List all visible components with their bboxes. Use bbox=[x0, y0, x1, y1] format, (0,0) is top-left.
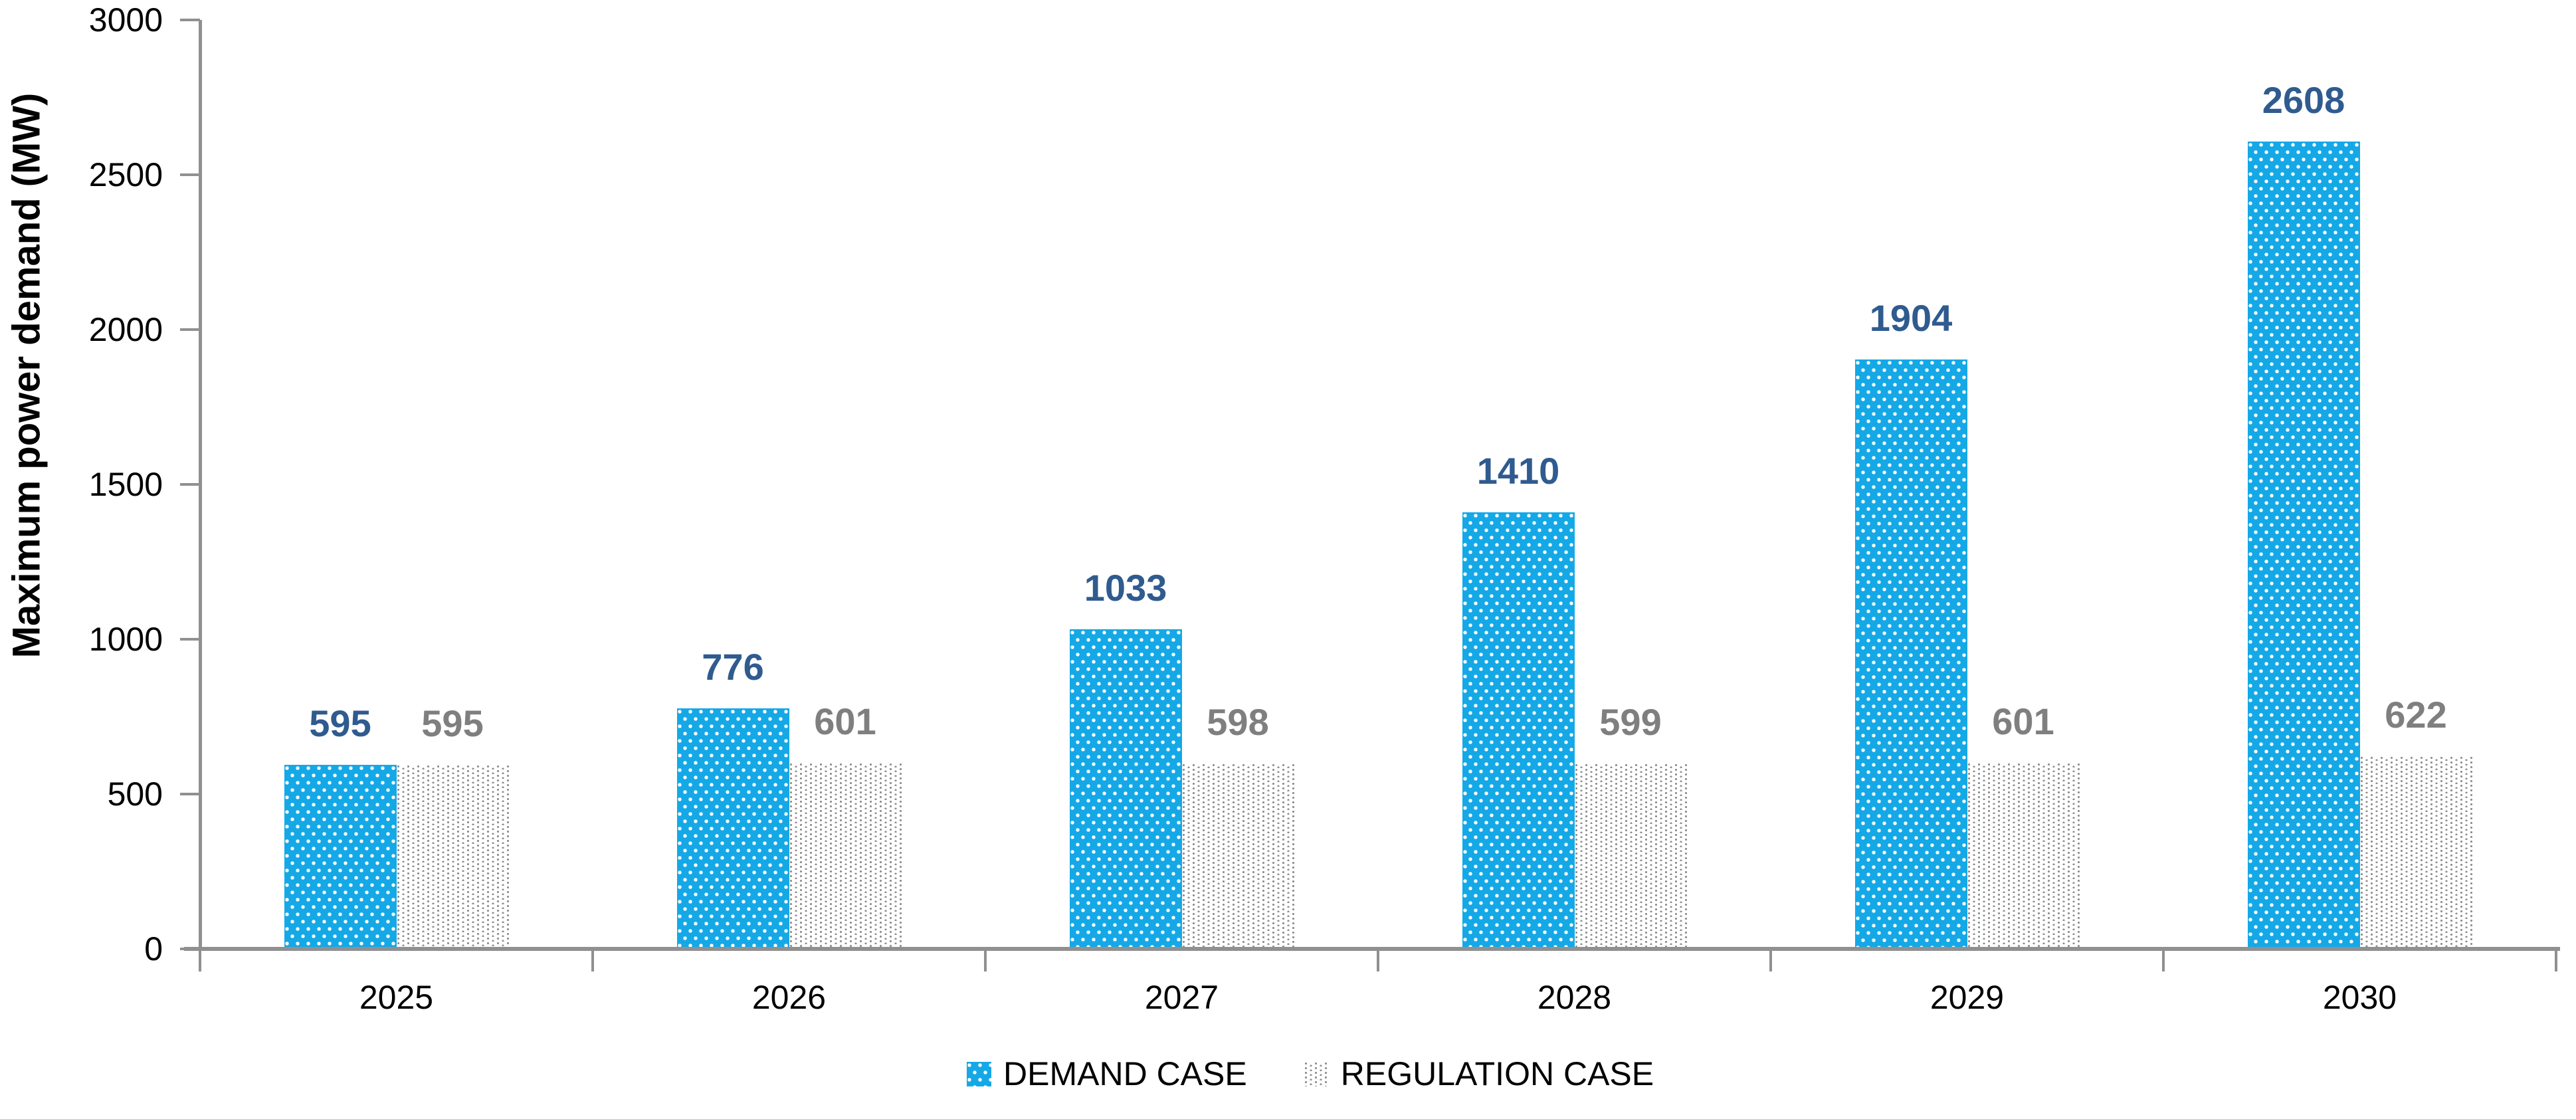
y-tick-2500 bbox=[180, 173, 200, 176]
x-tick-4 bbox=[1769, 949, 1772, 971]
value-label-regulation-case-2030: 622 bbox=[2385, 694, 2447, 736]
bar-demand-case-2027 bbox=[1069, 629, 1182, 949]
legend-label-demand-case: DEMAND CASE bbox=[1003, 1055, 1247, 1092]
x-tick-0 bbox=[199, 949, 201, 971]
x-label-2026: 2026 bbox=[751, 979, 827, 1016]
value-label-demand-case-2025: 595 bbox=[309, 702, 371, 744]
y-tick-1500 bbox=[180, 483, 200, 486]
bar-demand-case-2030 bbox=[2247, 141, 2360, 949]
bar-demand-case-2026 bbox=[676, 708, 789, 949]
value-label-regulation-case-2025: 595 bbox=[421, 702, 484, 744]
x-label-2029: 2029 bbox=[1930, 979, 2005, 1016]
value-label-demand-case-2027: 1033 bbox=[1084, 566, 1167, 609]
bar-demand-case-2028 bbox=[1462, 512, 1575, 949]
x-tick-6 bbox=[2555, 949, 2557, 971]
legend-label-regulation-case: REGULATION CASE bbox=[1340, 1055, 1654, 1092]
value-label-regulation-case-2027: 598 bbox=[1207, 701, 1269, 744]
y-tick-label-3000: 3000 bbox=[88, 1, 163, 39]
legend-marker-demand-case-icon bbox=[967, 1061, 991, 1086]
bar-regulation-case-2025 bbox=[396, 764, 509, 949]
y-tick-label-0: 0 bbox=[144, 930, 163, 967]
value-label-demand-case-2028: 1410 bbox=[1476, 449, 1560, 492]
bar-demand-case-2029 bbox=[1854, 359, 1967, 949]
x-axis-line bbox=[184, 947, 2560, 951]
legend-item-regulation-case: REGULATION CASE bbox=[1304, 1055, 1654, 1092]
y-tick-label-1500: 1500 bbox=[88, 466, 163, 503]
bar-regulation-case-2028 bbox=[1574, 763, 1687, 949]
x-label-2030: 2030 bbox=[2322, 979, 2397, 1016]
value-label-regulation-case-2029: 601 bbox=[1992, 700, 2054, 742]
value-label-regulation-case-2028: 599 bbox=[1599, 700, 1662, 743]
value-label-demand-case-2030: 2608 bbox=[2262, 78, 2345, 121]
bar-regulation-case-2030 bbox=[2359, 756, 2472, 949]
x-tick-1 bbox=[591, 949, 594, 971]
legend-item-demand-case: DEMAND CASE bbox=[967, 1055, 1247, 1092]
legend-marker-regulation-case-icon bbox=[1304, 1061, 1329, 1086]
x-label-2028: 2028 bbox=[1537, 979, 1612, 1016]
y-tick-3000 bbox=[180, 19, 200, 21]
value-label-demand-case-2026: 776 bbox=[702, 646, 764, 688]
x-label-2025: 2025 bbox=[359, 979, 434, 1016]
y-axis-line bbox=[199, 20, 202, 949]
x-tick-3 bbox=[1377, 949, 1379, 971]
y-tick-label-1000: 1000 bbox=[88, 621, 163, 658]
y-tick-1000 bbox=[180, 638, 200, 641]
y-tick-2000 bbox=[180, 328, 200, 331]
x-tick-2 bbox=[984, 949, 987, 971]
x-label-2027: 2027 bbox=[1144, 979, 1219, 1016]
y-tick-label-2000: 2000 bbox=[88, 311, 163, 348]
value-label-demand-case-2029: 1904 bbox=[1869, 296, 1953, 339]
value-label-regulation-case-2026: 601 bbox=[814, 700, 876, 742]
y-tick-500 bbox=[180, 793, 200, 795]
y-tick-label-2500: 2500 bbox=[88, 156, 163, 193]
bar-demand-case-2025 bbox=[284, 764, 397, 949]
x-tick-5 bbox=[2162, 949, 2165, 971]
y-tick-label-500: 500 bbox=[107, 775, 163, 813]
bar-regulation-case-2027 bbox=[1181, 763, 1294, 949]
bar-regulation-case-2029 bbox=[1967, 762, 2080, 949]
bar-regulation-case-2026 bbox=[789, 762, 902, 949]
legend: DEMAND CASE REGULATION CASE bbox=[967, 1055, 1654, 1092]
